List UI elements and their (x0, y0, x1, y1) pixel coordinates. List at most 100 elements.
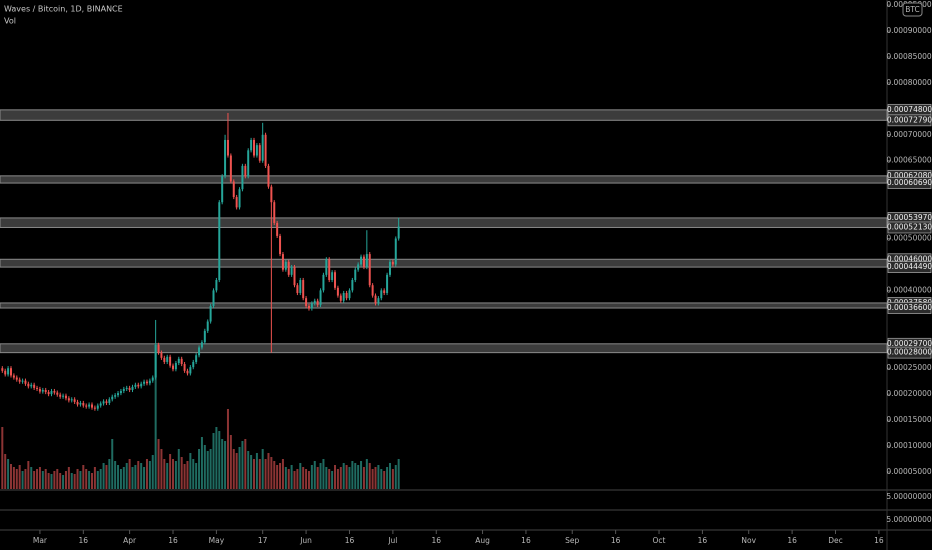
volume-bar (244, 439, 247, 489)
volume-bar (47, 473, 50, 489)
zone-band (0, 217, 888, 228)
currency-badge[interactable] (902, 2, 923, 17)
zone-band (0, 343, 888, 354)
volume-bar (24, 469, 27, 489)
candle-body (218, 202, 221, 281)
candle-body (357, 264, 360, 270)
candle-body (12, 375, 15, 378)
candle-body (180, 358, 183, 365)
volume-bar (226, 409, 229, 489)
candle-body (64, 395, 67, 399)
volume-bar (319, 463, 322, 489)
candle-body (215, 280, 218, 291)
volume-bar (209, 449, 212, 489)
candle-body (137, 384, 140, 387)
zone-label: 0.00062080 (887, 171, 932, 180)
volume-bar (371, 469, 374, 489)
x-tick-label: Jun (299, 536, 312, 545)
currency-badge-text[interactable]: BTC (905, 5, 920, 14)
x-tick-label: 16 (874, 536, 884, 545)
zone-label: 0.00074800 (887, 105, 932, 114)
candle-body (93, 407, 96, 409)
volume-bar (38, 467, 41, 489)
volume-bar (299, 463, 302, 489)
candle-body (200, 342, 203, 348)
volume-bar (348, 467, 351, 489)
volume-bar (198, 449, 201, 489)
candle-body (336, 287, 339, 296)
candle-body (1, 368, 4, 371)
volume-bar (302, 467, 305, 489)
volume-bar (93, 467, 96, 489)
candle-body (122, 388, 125, 392)
candle-body (73, 399, 76, 402)
candle-body (189, 367, 192, 374)
candle-body (264, 134, 267, 166)
volume-bar (85, 469, 88, 489)
volume-bar (374, 467, 377, 489)
x-tick-label: 16 (345, 536, 355, 545)
x-tick-label: 16 (698, 536, 708, 545)
candle-body (102, 401, 105, 404)
volume-bar (145, 459, 148, 489)
volume-bar (160, 449, 163, 489)
candle-body (319, 290, 322, 305)
candle-body (96, 405, 99, 409)
candle-body (67, 398, 70, 401)
x-tick-label: Dec (828, 536, 843, 545)
candle-body (241, 165, 244, 190)
volume-bar (88, 471, 91, 489)
candle-body (38, 388, 41, 392)
volume-bar (253, 459, 256, 489)
candle-body (62, 395, 65, 397)
candle-body (397, 226, 400, 239)
candle-body (325, 259, 328, 275)
volume-bar (36, 469, 39, 489)
volume-bar (342, 463, 345, 489)
volume-bar (18, 465, 21, 489)
candle-body (198, 347, 201, 356)
volume-bar (397, 459, 400, 489)
volume-bar (250, 455, 253, 489)
zone-label: 0.00072790 (887, 115, 932, 124)
candle-body (59, 394, 62, 397)
zone-label: 0.00060690 (887, 178, 932, 187)
candle-body (203, 330, 206, 343)
volume-bar (221, 439, 224, 489)
candle-body (247, 150, 250, 177)
volume-bar (174, 461, 177, 489)
volume-bar (169, 454, 172, 489)
candle-body (76, 401, 79, 405)
candle-body (140, 383, 143, 387)
candle-body (305, 298, 308, 306)
candle-body (119, 391, 122, 394)
volume-bar (90, 473, 93, 489)
volume-bar (76, 469, 79, 489)
volume-bar (114, 461, 117, 489)
candle-body (90, 404, 93, 408)
candle-body (177, 358, 180, 364)
x-tick-label: Apr (123, 536, 137, 545)
y-tick-label: 0.00065000 (886, 156, 932, 165)
candle-body (30, 384, 33, 387)
volume-bar (154, 344, 157, 489)
volume-bar (64, 471, 67, 489)
candle-body (82, 402, 85, 406)
candle-body (50, 391, 53, 395)
candle-body (209, 305, 212, 322)
candle-body (253, 139, 256, 156)
candle-body (331, 272, 334, 281)
candle-body (206, 321, 209, 331)
volume-bar (383, 471, 386, 489)
volume-label: Vol (4, 17, 16, 26)
x-tick-label: 16 (611, 536, 621, 545)
candle-body (166, 356, 169, 362)
candle-body (21, 380, 24, 382)
volume-bar (82, 465, 85, 489)
volume-bar (258, 459, 261, 489)
volume-bar (166, 463, 169, 489)
subpane-label: 5.00000000 (886, 515, 932, 524)
volume-bar (192, 459, 195, 489)
